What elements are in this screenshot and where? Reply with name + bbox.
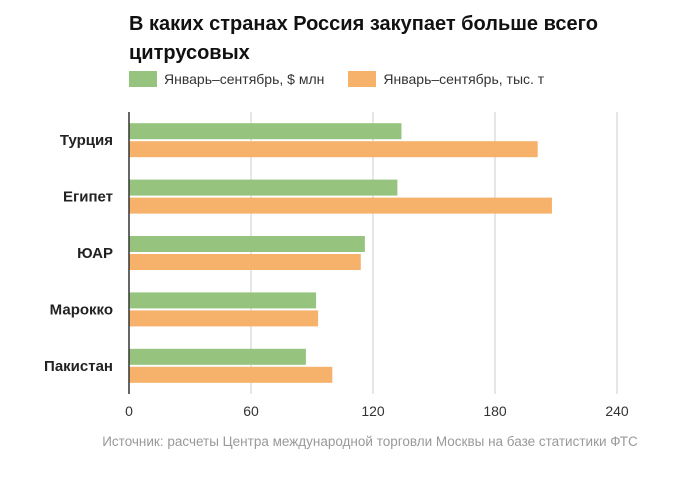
category-label: Пакистан — [44, 358, 113, 375]
category-label: Египет — [63, 189, 113, 206]
gridlines — [250, 112, 618, 394]
tick-labels: 0 60 120 180 240 — [125, 403, 629, 419]
bar-usd — [129, 123, 402, 140]
x-tick-label: 60 — [243, 403, 259, 419]
bar-tonnes — [129, 197, 552, 214]
bar-usd — [129, 348, 306, 365]
bars — [129, 123, 552, 383]
category-label: Турция — [60, 132, 113, 149]
bar-tonnes — [129, 141, 538, 158]
source-note: Источник: расчеты Центра международной т… — [102, 434, 638, 449]
x-tick-label: 180 — [483, 403, 507, 419]
legend-item-usd: Январь–сентябрь, $ млн — [129, 71, 324, 87]
bar-tonnes — [129, 366, 333, 383]
x-tick-label: 120 — [361, 403, 385, 419]
legend-swatch-usd — [129, 71, 157, 87]
bar-usd — [129, 236, 365, 252]
category-labels: Турция Египет ЮАР Марокко Пакистан — [44, 132, 113, 375]
bar-usd — [129, 292, 317, 309]
legend-label-tonnes: Январь–сентябрь, тыс. т — [383, 71, 545, 87]
bar-tonnes — [129, 254, 361, 270]
legend-item-tonnes: Январь–сентябрь, тыс. т — [348, 71, 544, 87]
category-label: ЮАР — [77, 245, 113, 262]
bar-tonnes — [129, 310, 319, 327]
bar-usd — [129, 179, 398, 196]
category-label: Марокко — [50, 301, 113, 318]
x-tick-label: 240 — [605, 403, 629, 419]
chart-title: В каких странах Россия закупает больше в… — [129, 13, 598, 64]
legend-label-usd: Январь–сентябрь, $ млн — [164, 71, 325, 87]
legend-swatch-tonnes — [348, 71, 377, 87]
legend: Январь–сентябрь, $ млн Январь–сентябрь, … — [129, 71, 568, 87]
x-tick-label: 0 — [125, 403, 133, 419]
